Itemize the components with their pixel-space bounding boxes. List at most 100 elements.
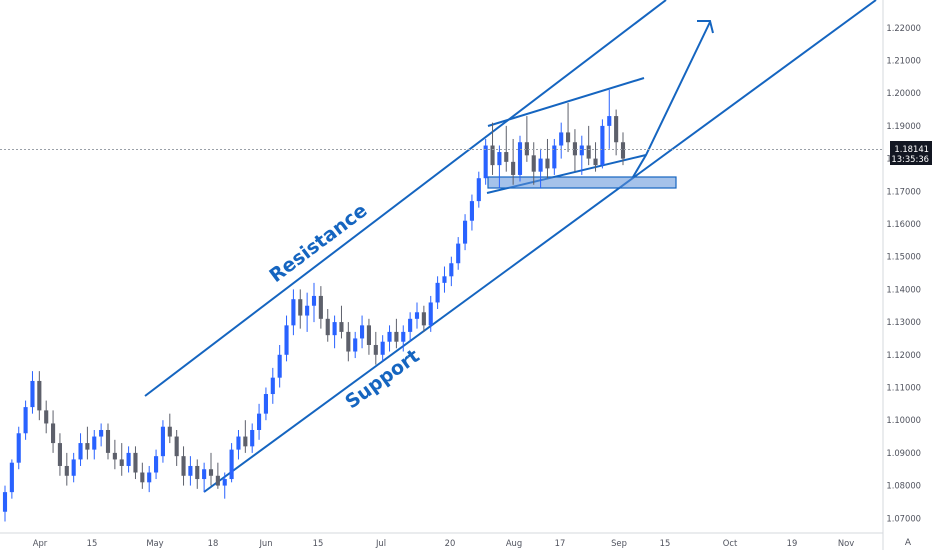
candle-bearish xyxy=(531,155,536,172)
candle-bullish xyxy=(387,331,392,342)
candle-bullish xyxy=(250,429,255,447)
candle-bullish xyxy=(284,325,289,355)
candle-bullish xyxy=(469,201,474,221)
candle-bullish xyxy=(579,145,584,156)
candle-bullish xyxy=(463,220,468,244)
candle-bullish xyxy=(188,465,193,476)
candle-bullish xyxy=(229,449,234,480)
candle-bullish xyxy=(257,413,262,430)
projection-arrow[interactable] xyxy=(632,21,711,178)
y-tick-label: 1.10000 xyxy=(886,415,921,425)
candle-bullish xyxy=(154,456,159,473)
current-price-tag xyxy=(890,141,932,165)
candle-bearish xyxy=(373,344,378,355)
y-tick-label: 1.15000 xyxy=(886,252,921,262)
candle-bearish xyxy=(318,295,323,319)
candle-bearish xyxy=(57,443,62,466)
candle-bearish xyxy=(490,145,495,166)
candle-bullish xyxy=(353,338,358,352)
candle-bearish xyxy=(208,469,214,476)
candle-bearish xyxy=(298,299,303,316)
price-axis[interactable]: 1.07000 1.08000 1.09000 1.10000 1.11000 1.120… xyxy=(886,23,921,523)
time-axis[interactable]: Apr 15 May 18 Jun 15 Jul 20 Aug 17 Sep 15 Oct 19 Nov xyxy=(33,538,854,548)
candle-bearish xyxy=(37,380,42,411)
candle-bearish xyxy=(572,142,577,156)
x-tick-label: Aug xyxy=(506,538,522,548)
y-tick-label: 1.11000 xyxy=(886,382,921,392)
current-price-label: 1.18141 xyxy=(894,144,929,154)
y-tick-label: 1.12000 xyxy=(886,350,921,360)
candle-bearish xyxy=(346,331,351,352)
wedge-upper-line[interactable] xyxy=(487,77,645,127)
candle-bullish xyxy=(497,152,502,166)
candle-bearish xyxy=(44,410,49,424)
x-tick-label: Jul xyxy=(375,538,386,548)
x-tick-label: 20 xyxy=(445,538,456,548)
x-tick-label: Apr xyxy=(33,538,48,548)
candle-bullish xyxy=(147,472,152,483)
candle-bullish xyxy=(9,462,14,493)
candle-bearish xyxy=(511,161,516,175)
countdown-label: 13:35:36 xyxy=(891,154,929,164)
candle-bearish xyxy=(215,475,220,486)
candle-bullish xyxy=(16,433,21,463)
candle-bearish xyxy=(593,158,598,166)
candle-bearish xyxy=(366,325,371,345)
candle-bearish xyxy=(181,456,186,476)
candle-bullish xyxy=(456,243,461,264)
x-tick-label: Nov xyxy=(838,538,854,548)
support-trendline[interactable] xyxy=(203,0,877,493)
candle-bearish xyxy=(85,443,90,450)
candle-bullish xyxy=(78,443,83,460)
candle-bearish xyxy=(394,331,399,342)
candle-bullish xyxy=(607,116,612,126)
candle-bearish xyxy=(586,145,591,159)
y-tick-label: 1.07000 xyxy=(886,513,921,523)
candle-bullish xyxy=(236,436,241,450)
price-axis-background xyxy=(883,0,932,550)
candle-bullish xyxy=(291,299,296,326)
resistance-trendline[interactable] xyxy=(144,0,667,397)
x-tick-label: 15 xyxy=(660,538,671,548)
x-tick-label: Oct xyxy=(723,538,738,548)
candle-bearish xyxy=(51,423,56,444)
x-tick-label: 18 xyxy=(208,538,219,548)
candle-bullish xyxy=(552,145,557,169)
candle-bullish xyxy=(449,263,454,277)
candle-bearish xyxy=(325,318,330,336)
candle-bullish xyxy=(401,331,406,342)
candle-bullish xyxy=(270,377,275,395)
x-tick-label: May xyxy=(146,538,163,548)
candle-bullish xyxy=(517,142,523,175)
auto-scale-button[interactable]: A xyxy=(905,538,912,548)
demand-zone[interactable] xyxy=(487,176,677,189)
y-tick-label: 1.16000 xyxy=(886,219,921,229)
candle-bullish xyxy=(483,145,488,179)
candle-bullish xyxy=(126,452,131,466)
candle-bearish xyxy=(524,142,529,156)
candle-bullish xyxy=(442,276,447,283)
candle-bullish xyxy=(600,125,605,166)
candle-bearish xyxy=(504,152,509,162)
candle-bearish xyxy=(112,452,117,460)
candle-bullish xyxy=(222,479,227,486)
x-tick-label: 15 xyxy=(313,538,324,548)
candle-bearish xyxy=(545,158,550,169)
candle-bullish xyxy=(2,492,8,512)
y-tick-label: 1.09000 xyxy=(886,448,921,458)
x-tick-label: Sep xyxy=(611,538,627,548)
projection-arrowhead-icon xyxy=(697,20,714,34)
candle-bullish xyxy=(92,436,97,450)
x-tick-label: 19 xyxy=(787,538,798,548)
candle-bearish xyxy=(421,312,426,326)
y-tick-label: 1.17000 xyxy=(886,186,921,196)
candle-bullish xyxy=(71,459,76,476)
candle-bearish xyxy=(566,132,571,143)
candle-bullish xyxy=(538,158,543,172)
y-tick-label: 1.19000 xyxy=(886,121,921,131)
candle-bullish xyxy=(305,305,310,316)
x-tick-label: 15 xyxy=(87,538,98,548)
candle-bullish xyxy=(380,341,385,355)
